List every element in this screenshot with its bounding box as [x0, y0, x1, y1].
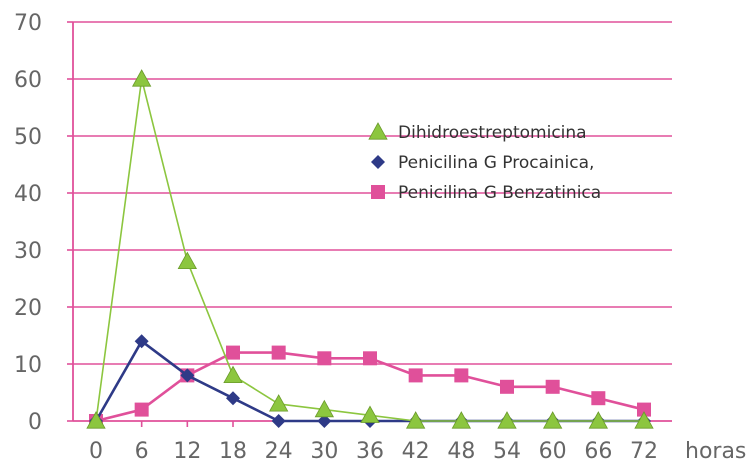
x-tick-label: 30 [310, 439, 338, 464]
diamond-marker [134, 334, 149, 349]
y-tick-label: 70 [14, 11, 42, 36]
square-marker [363, 351, 377, 366]
y-tick-label: 40 [14, 182, 42, 207]
square-marker [591, 391, 606, 406]
x-tick-label: 42 [402, 439, 430, 464]
legend-triangle-marker [368, 122, 388, 140]
y-tick-label: 60 [14, 68, 42, 93]
y-tick-label: 10 [14, 353, 42, 378]
diamond-marker [271, 414, 286, 428]
triangle-marker [223, 365, 243, 384]
legend-item: Penicilina G Procainica, [371, 153, 594, 173]
diamond-marker [180, 368, 195, 383]
triangle-marker [86, 411, 106, 429]
series-triangle [86, 69, 654, 429]
square-marker [226, 345, 240, 360]
legend-label: Dihidroestreptomicina [398, 123, 587, 143]
square-marker [454, 368, 469, 383]
y-tick-label: 0 [28, 410, 42, 435]
triangle-marker [177, 251, 198, 270]
legend-item: Dihidroestreptomicina [368, 122, 587, 143]
triangle-marker [588, 411, 609, 429]
square-marker [317, 351, 332, 366]
square-marker [500, 379, 514, 394]
x-tick-label: 24 [265, 439, 293, 464]
y-tick-label: 20 [14, 296, 42, 321]
square-marker [408, 368, 423, 383]
legend: Dihidroestreptomicina Penicilina G Procai… [368, 122, 601, 203]
x-tick-label: 72 [630, 439, 658, 464]
x-tick-label: 36 [356, 439, 384, 464]
legend-item: Penicilina G Benzatinica [371, 183, 601, 203]
x-tick-label: 0 [89, 439, 103, 464]
square-marker [134, 402, 149, 417]
series-group [86, 69, 654, 429]
triangle-marker [497, 411, 517, 429]
x-tick-label: 6 [135, 439, 149, 464]
x-tick-label: 18 [219, 439, 247, 464]
diamond-marker [226, 391, 240, 406]
y-tick-label: 50 [14, 125, 42, 150]
triangle-marker [634, 411, 654, 429]
x-tick-label: 60 [539, 439, 567, 464]
triangle-marker [268, 394, 289, 412]
x-axis-unit-label: horas [685, 439, 746, 464]
diamond-marker [317, 414, 332, 428]
legend-diamond-marker [371, 155, 385, 169]
legend-square-marker [371, 185, 385, 199]
y-tick-label: 30 [14, 239, 42, 264]
x-tick-label: 12 [173, 439, 201, 464]
square-marker [545, 379, 560, 394]
triangle-marker [314, 399, 335, 418]
legend-label: Penicilina G Procainica, [398, 153, 594, 173]
square-marker [271, 345, 286, 360]
triangle-marker [405, 411, 426, 429]
x-axis-ticks: 0 6 12 18 24 30 36 42 48 54 60 66 72 [89, 421, 658, 464]
triangle-marker [542, 411, 563, 429]
triangle-marker [131, 69, 152, 87]
x-tick-label: 66 [584, 439, 612, 464]
legend-label: Penicilina G Benzatinica [398, 183, 601, 203]
x-tick-label: 48 [447, 439, 475, 464]
square-marker [637, 402, 651, 417]
triangle-marker [451, 411, 472, 429]
x-tick-label: 54 [493, 439, 521, 464]
triangle-marker [360, 405, 380, 423]
y-axis-ticks: 0 10 20 30 40 50 60 70 [14, 11, 73, 435]
